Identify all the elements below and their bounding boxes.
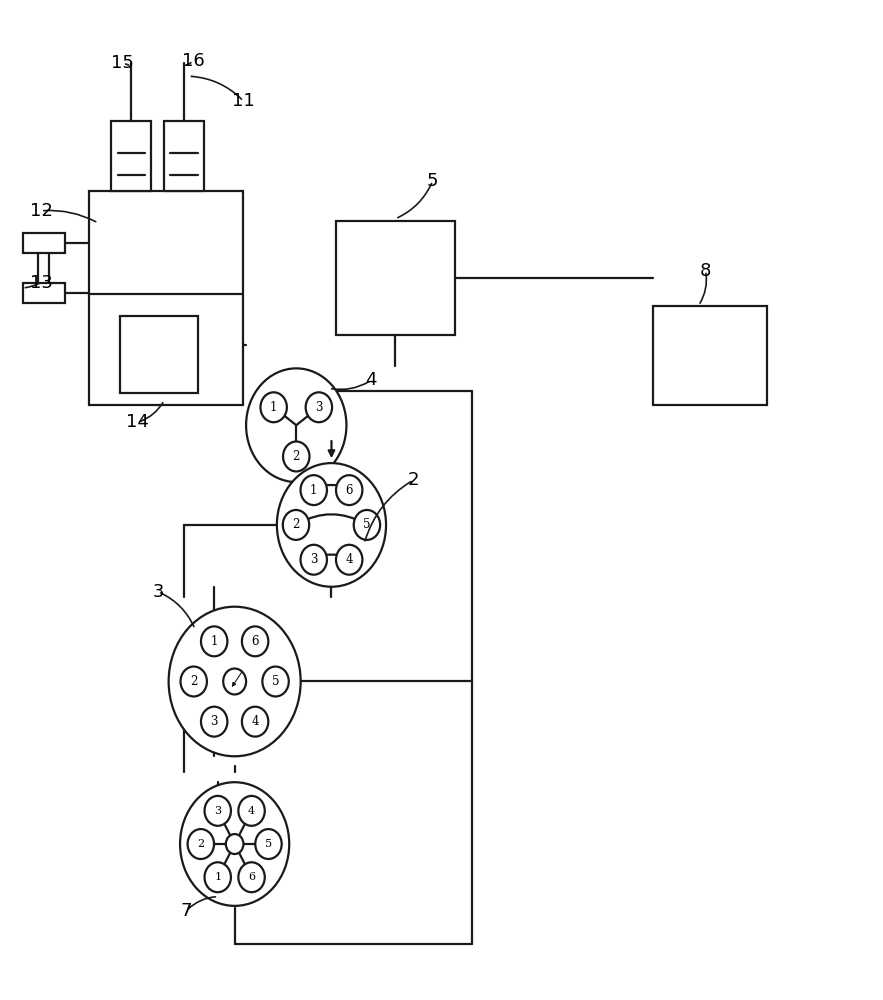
Text: 2: 2 xyxy=(292,518,299,531)
Text: 4: 4 xyxy=(252,715,259,728)
FancyBboxPatch shape xyxy=(653,306,767,405)
Circle shape xyxy=(283,442,309,471)
Text: 5: 5 xyxy=(427,172,439,190)
Text: 13: 13 xyxy=(29,274,52,292)
FancyBboxPatch shape xyxy=(120,316,198,393)
Text: 2: 2 xyxy=(408,471,419,489)
Circle shape xyxy=(354,510,381,540)
Text: 14: 14 xyxy=(126,413,149,431)
Circle shape xyxy=(169,607,301,756)
Text: 3: 3 xyxy=(215,806,222,816)
Circle shape xyxy=(242,626,268,656)
FancyBboxPatch shape xyxy=(22,283,64,303)
FancyBboxPatch shape xyxy=(89,191,244,405)
Text: 8: 8 xyxy=(700,262,711,280)
FancyBboxPatch shape xyxy=(111,121,151,191)
Circle shape xyxy=(223,669,246,694)
Circle shape xyxy=(283,510,309,540)
FancyBboxPatch shape xyxy=(164,121,204,191)
Text: 11: 11 xyxy=(232,92,255,110)
FancyBboxPatch shape xyxy=(336,221,455,335)
Circle shape xyxy=(205,796,231,826)
Circle shape xyxy=(205,862,231,892)
Circle shape xyxy=(201,707,228,737)
Circle shape xyxy=(180,667,207,696)
Circle shape xyxy=(306,392,332,422)
FancyBboxPatch shape xyxy=(22,233,64,253)
Circle shape xyxy=(180,782,290,906)
Circle shape xyxy=(242,707,268,737)
Text: 1: 1 xyxy=(210,635,218,648)
Text: 7: 7 xyxy=(180,902,192,920)
Text: 1: 1 xyxy=(270,401,277,414)
Circle shape xyxy=(201,626,228,656)
Text: 4: 4 xyxy=(345,553,353,566)
Text: 2: 2 xyxy=(190,675,198,688)
Text: 4: 4 xyxy=(248,806,255,816)
Text: 16: 16 xyxy=(182,52,205,70)
Circle shape xyxy=(277,463,386,587)
Circle shape xyxy=(262,667,289,696)
Text: 3: 3 xyxy=(153,583,164,601)
Circle shape xyxy=(238,862,265,892)
Text: 1: 1 xyxy=(215,872,222,882)
Circle shape xyxy=(300,545,327,575)
Text: 5: 5 xyxy=(272,675,279,688)
Text: 6: 6 xyxy=(252,635,259,648)
Circle shape xyxy=(226,834,244,854)
Text: 6: 6 xyxy=(345,484,353,497)
Circle shape xyxy=(246,368,346,482)
Text: 3: 3 xyxy=(310,553,318,566)
Circle shape xyxy=(255,829,282,859)
Text: 4: 4 xyxy=(366,371,377,389)
Circle shape xyxy=(238,796,265,826)
Circle shape xyxy=(300,475,327,505)
Text: 3: 3 xyxy=(210,715,218,728)
Text: 6: 6 xyxy=(248,872,255,882)
Circle shape xyxy=(260,392,287,422)
Text: 2: 2 xyxy=(197,839,204,849)
Text: 5: 5 xyxy=(265,839,272,849)
Circle shape xyxy=(336,545,362,575)
Text: 2: 2 xyxy=(292,450,300,463)
Text: 15: 15 xyxy=(111,54,134,72)
Text: 5: 5 xyxy=(363,518,371,531)
Text: 3: 3 xyxy=(315,401,322,414)
Text: 1: 1 xyxy=(310,484,317,497)
Circle shape xyxy=(336,475,362,505)
Circle shape xyxy=(187,829,214,859)
Text: 12: 12 xyxy=(29,202,52,220)
